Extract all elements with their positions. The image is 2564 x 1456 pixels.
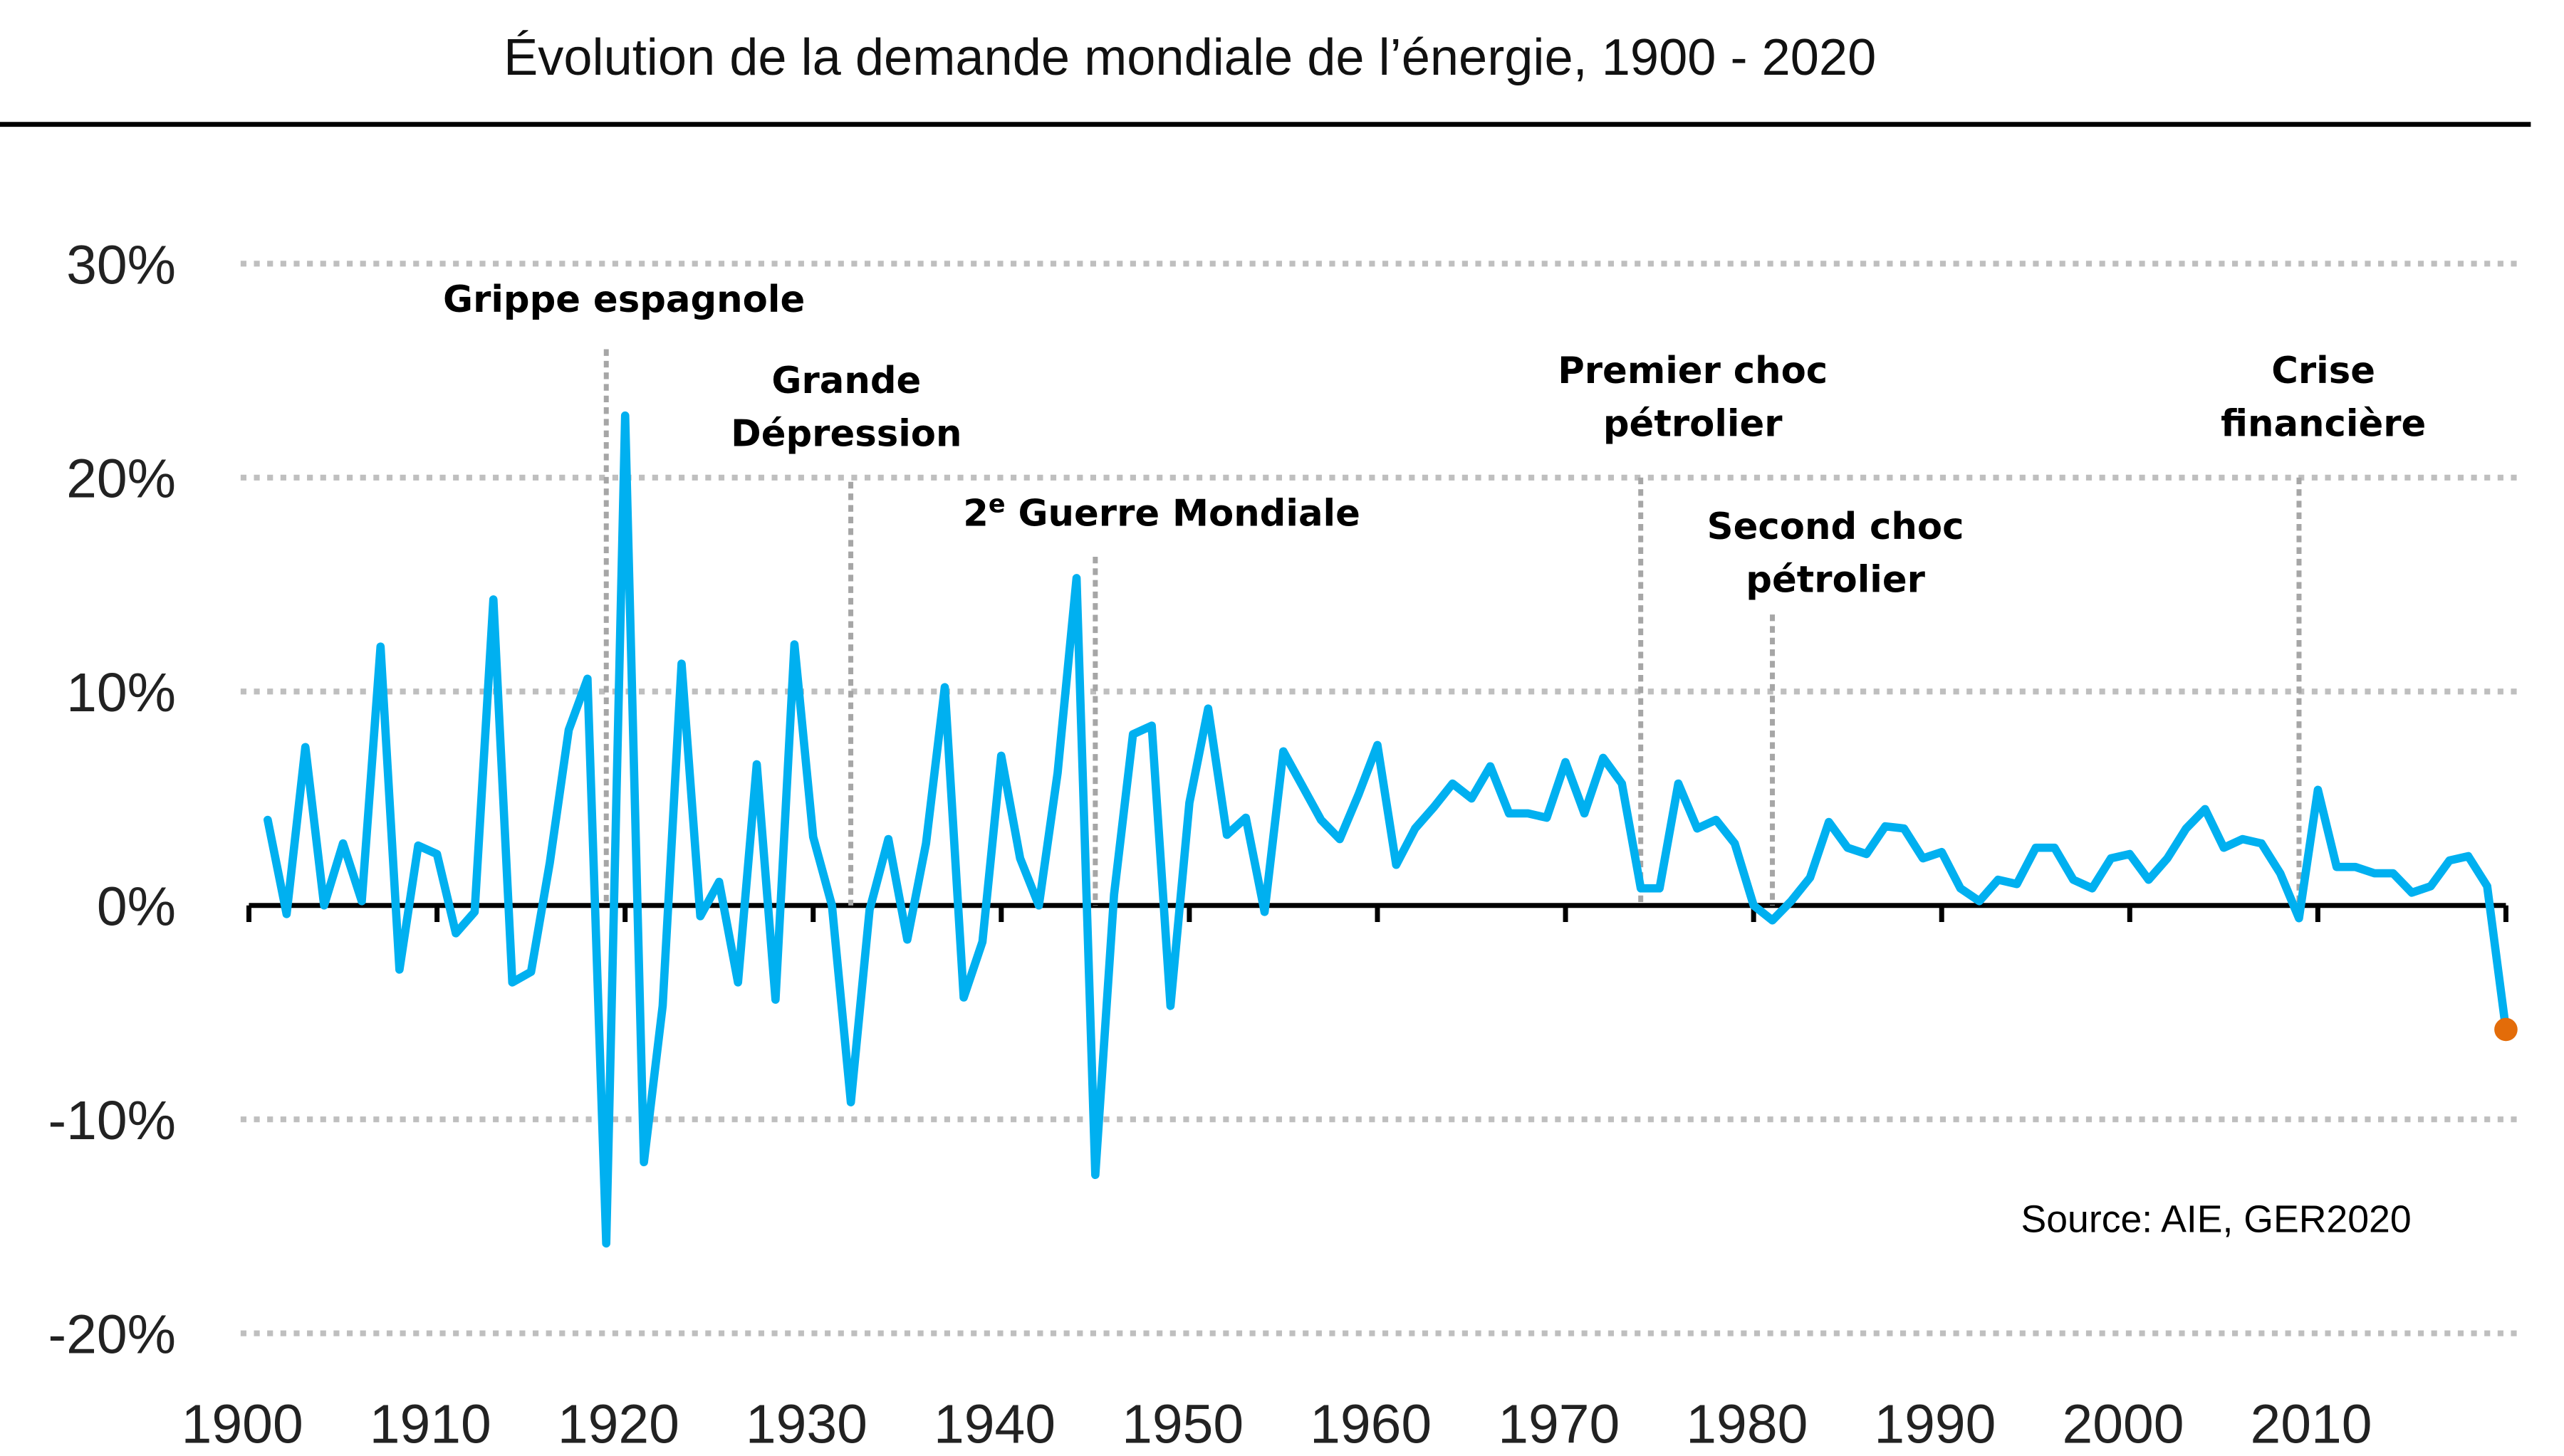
y-axis: 30% 20% 10% 0% -10% -20% xyxy=(48,234,176,1365)
y-tick-label: 10% xyxy=(66,662,176,723)
series-line xyxy=(264,411,2511,1248)
x-tick-label: 1980 xyxy=(1686,1393,1808,1455)
annotation-label: Premier choc xyxy=(1558,350,1828,392)
x-tick-label: 1970 xyxy=(1498,1393,1620,1455)
series-layer xyxy=(264,411,2518,1248)
y-tick-label: -20% xyxy=(48,1304,176,1366)
annotation-label: Grande xyxy=(771,360,921,402)
annotation-label: financière xyxy=(2221,403,2426,446)
x-tick-label: 1900 xyxy=(182,1393,303,1455)
y-tick-label: 30% xyxy=(66,234,176,295)
x-axis: 1900 1910 1920 1930 1940 1950 1960 1970 1980 1990… xyxy=(182,903,2508,1455)
annotation-label: 2e Guerre Mondiale xyxy=(963,491,1360,535)
y-tick-label: -10% xyxy=(48,1090,176,1151)
x-tick-label: 1990 xyxy=(1874,1393,1996,1455)
annotation-label: Grippe espagnole xyxy=(443,278,805,321)
chart-title: Évolution de la demande mondiale de l’én… xyxy=(504,29,1876,86)
x-tick-label: 1960 xyxy=(1310,1393,1432,1455)
x-tick-label: 2000 xyxy=(2062,1393,2184,1455)
annotation-label: pétrolier xyxy=(1603,403,1783,446)
x-tick-label: 1920 xyxy=(558,1393,679,1455)
highlight-point-2020 xyxy=(2494,1017,2518,1042)
x-tick-label: 2010 xyxy=(2251,1393,2372,1455)
x-tick-label: 1940 xyxy=(934,1393,1056,1455)
y-tick-label: 20% xyxy=(66,449,176,510)
x-tick-label: 1910 xyxy=(370,1393,491,1455)
annotation-label: Crise xyxy=(2271,350,2375,392)
annotation-label: Second choc xyxy=(1707,506,1964,548)
x-tick-label: 1930 xyxy=(746,1393,867,1455)
source-note: Source: AIE, GER2020 xyxy=(2021,1198,2412,1241)
annotation-label: Dépression xyxy=(731,413,962,456)
y-tick-label: 0% xyxy=(97,876,176,938)
x-tick-label: 1950 xyxy=(1122,1393,1244,1455)
annotation-label: pétrolier xyxy=(1746,559,1925,602)
gridlines xyxy=(240,261,2518,1336)
